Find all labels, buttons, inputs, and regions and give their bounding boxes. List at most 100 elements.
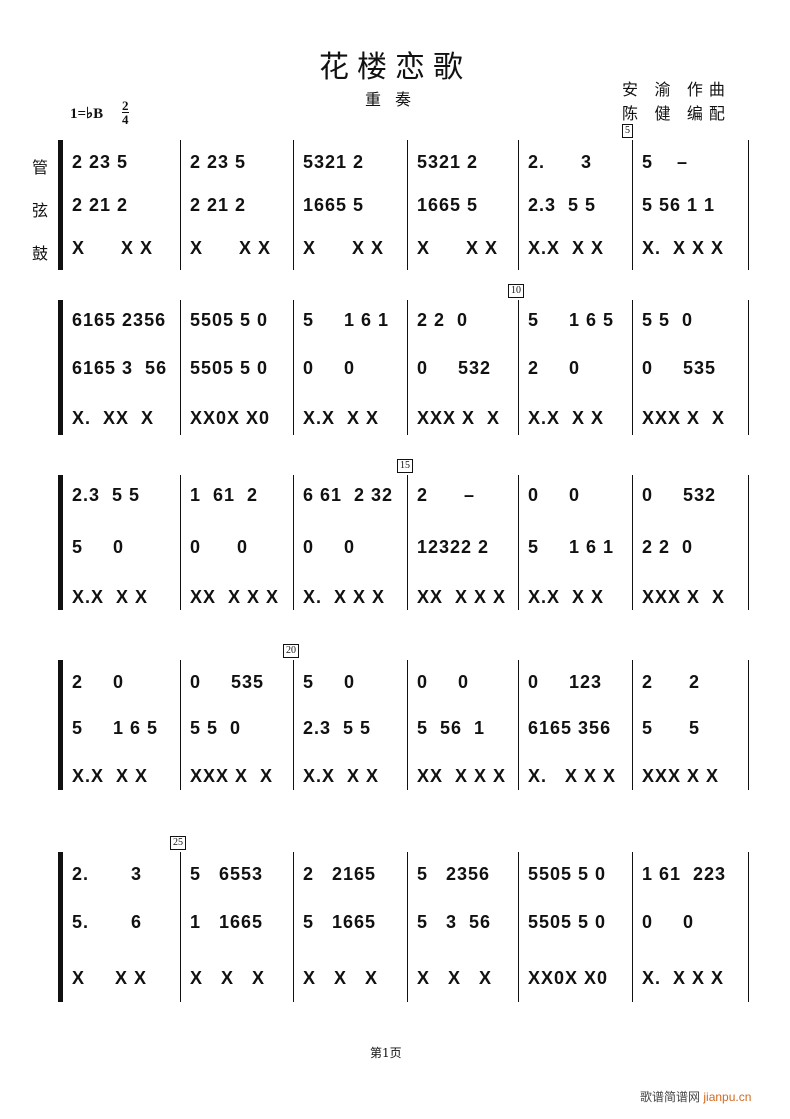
measure-notes: XXX X X — [642, 587, 726, 607]
barline — [632, 300, 633, 435]
part-label: 弦 — [32, 203, 49, 220]
measure-notes: 2 2 0 — [417, 310, 469, 330]
measure-notes: 2 0 — [528, 358, 581, 378]
composer-credit: 安 渝 作曲 — [622, 82, 731, 99]
barline — [407, 852, 408, 1002]
measure-notes: XX X X X — [417, 766, 507, 786]
measure-notes: 5 5 — [642, 718, 701, 738]
measure-notes: 0 535 — [642, 358, 717, 378]
barline — [293, 300, 294, 435]
barline — [62, 660, 63, 790]
score-system: 15 2.3 5 5 1 61 2 6 61 2 32 2 – 0 0 0 532 5 0 0 … — [58, 459, 749, 610]
measure-notes: X.X X X — [528, 408, 605, 428]
measure-notes: 5 1 6 5 — [72, 718, 159, 738]
barline — [632, 475, 633, 610]
key-signature: 1=♭B — [70, 106, 104, 122]
measure-notes: 1665 5 — [417, 195, 479, 215]
barline — [632, 852, 633, 1002]
measure-notes: 5 1 6 1 — [528, 537, 615, 557]
measure-notes: 5 56 1 1 — [642, 195, 716, 215]
system-brace — [58, 300, 62, 435]
measure-notes: X.X X X — [72, 766, 149, 786]
measure-notes: X. XX X — [72, 408, 155, 428]
barline — [632, 140, 633, 270]
measure-notes: 5 0 — [72, 537, 125, 557]
part-label: 鼓 — [32, 246, 49, 263]
measure-notes: 2 21 2 — [72, 195, 129, 215]
measure-notes: 12322 2 — [417, 537, 490, 557]
barline — [180, 140, 181, 270]
system-brace — [58, 475, 62, 610]
measure-notes: XX0X X0 — [528, 968, 609, 988]
measure-notes: 0 535 — [190, 672, 265, 692]
measure-notes: 6165 3 56 — [72, 358, 168, 378]
barline — [293, 852, 294, 1002]
measure-notes: 0 0 — [642, 912, 695, 932]
rehearsal-mark: 15 — [397, 459, 413, 473]
measure-notes: 2.3 5 5 — [303, 718, 372, 738]
measure-notes: 5 2356 — [417, 864, 491, 884]
barline — [518, 852, 519, 1002]
score-subtitle: 重奏 — [364, 92, 425, 109]
measure-notes: X X X — [190, 238, 272, 258]
barline — [62, 475, 63, 610]
measure-notes: 6165 356 — [528, 718, 612, 738]
measure-notes: 5321 2 — [303, 152, 365, 172]
measure-notes: 2 2165 — [303, 864, 377, 884]
measure-notes: 2 – — [417, 485, 476, 505]
measure-notes: 2 2 — [642, 672, 701, 692]
measure-notes: XXX X X — [642, 766, 720, 786]
measure-notes: 2 23 5 — [72, 152, 129, 172]
barline — [180, 852, 181, 1002]
measure-notes: 0 0 — [528, 485, 581, 505]
system-brace — [58, 660, 62, 790]
barline — [407, 140, 408, 270]
measure-notes: 5 1 6 1 — [303, 310, 390, 330]
score-title: 花楼恋歌 — [319, 50, 471, 85]
measure-notes: X X X — [417, 968, 493, 988]
barline — [518, 300, 519, 435]
measure-notes: X.X X X — [303, 408, 380, 428]
rehearsal-mark: 5 — [622, 124, 633, 138]
measure-notes: 5 5 0 — [190, 718, 242, 738]
measure-notes: X X X — [190, 968, 266, 988]
rehearsal-mark: 25 — [170, 836, 186, 850]
measure-notes: X. X X X — [528, 766, 617, 786]
measure-notes: 2.3 5 5 — [72, 485, 141, 505]
measure-notes: 1 61 223 — [642, 864, 727, 884]
measure-notes: 2. 3 — [528, 152, 593, 172]
measure-notes: XXX X X — [417, 408, 501, 428]
measure-notes: 2 2 0 — [642, 537, 694, 557]
barline — [62, 140, 63, 270]
measure-notes: 2 21 2 — [190, 195, 247, 215]
measure-notes: X.X X X — [528, 238, 605, 258]
measure-notes: 5 5 0 — [642, 310, 694, 330]
rehearsal-mark: 20 — [283, 644, 299, 658]
barline — [518, 140, 519, 270]
system-brace — [58, 852, 62, 1002]
measure-notes: 0 0 — [303, 537, 356, 557]
measure-notes: 5321 2 — [417, 152, 479, 172]
page-number: 第1页 — [370, 1046, 402, 1060]
measure-notes: XX X X X — [417, 587, 507, 607]
barline — [407, 300, 408, 435]
measure-notes: X X X — [303, 238, 385, 258]
barline — [293, 475, 294, 610]
measure-notes: 2. 3 — [72, 864, 143, 884]
measure-notes: 5 56 1 — [417, 718, 486, 738]
measure-notes: XXX X X — [190, 766, 274, 786]
measure-notes: 6165 2356 — [72, 310, 167, 330]
measure-notes: 5505 5 0 — [190, 310, 269, 330]
measure-notes: 5 1665 — [303, 912, 377, 932]
barline — [748, 475, 749, 610]
measure-notes: X. X X X — [303, 587, 386, 607]
measure-notes: X X X — [72, 968, 148, 988]
measure-notes: 0 532 — [642, 485, 717, 505]
barline — [748, 300, 749, 435]
barline — [748, 140, 749, 270]
measure-notes: 0 0 — [417, 672, 470, 692]
barline — [748, 852, 749, 1002]
measure-notes: X.X X X — [303, 766, 380, 786]
measure-notes: 0 123 — [528, 672, 603, 692]
